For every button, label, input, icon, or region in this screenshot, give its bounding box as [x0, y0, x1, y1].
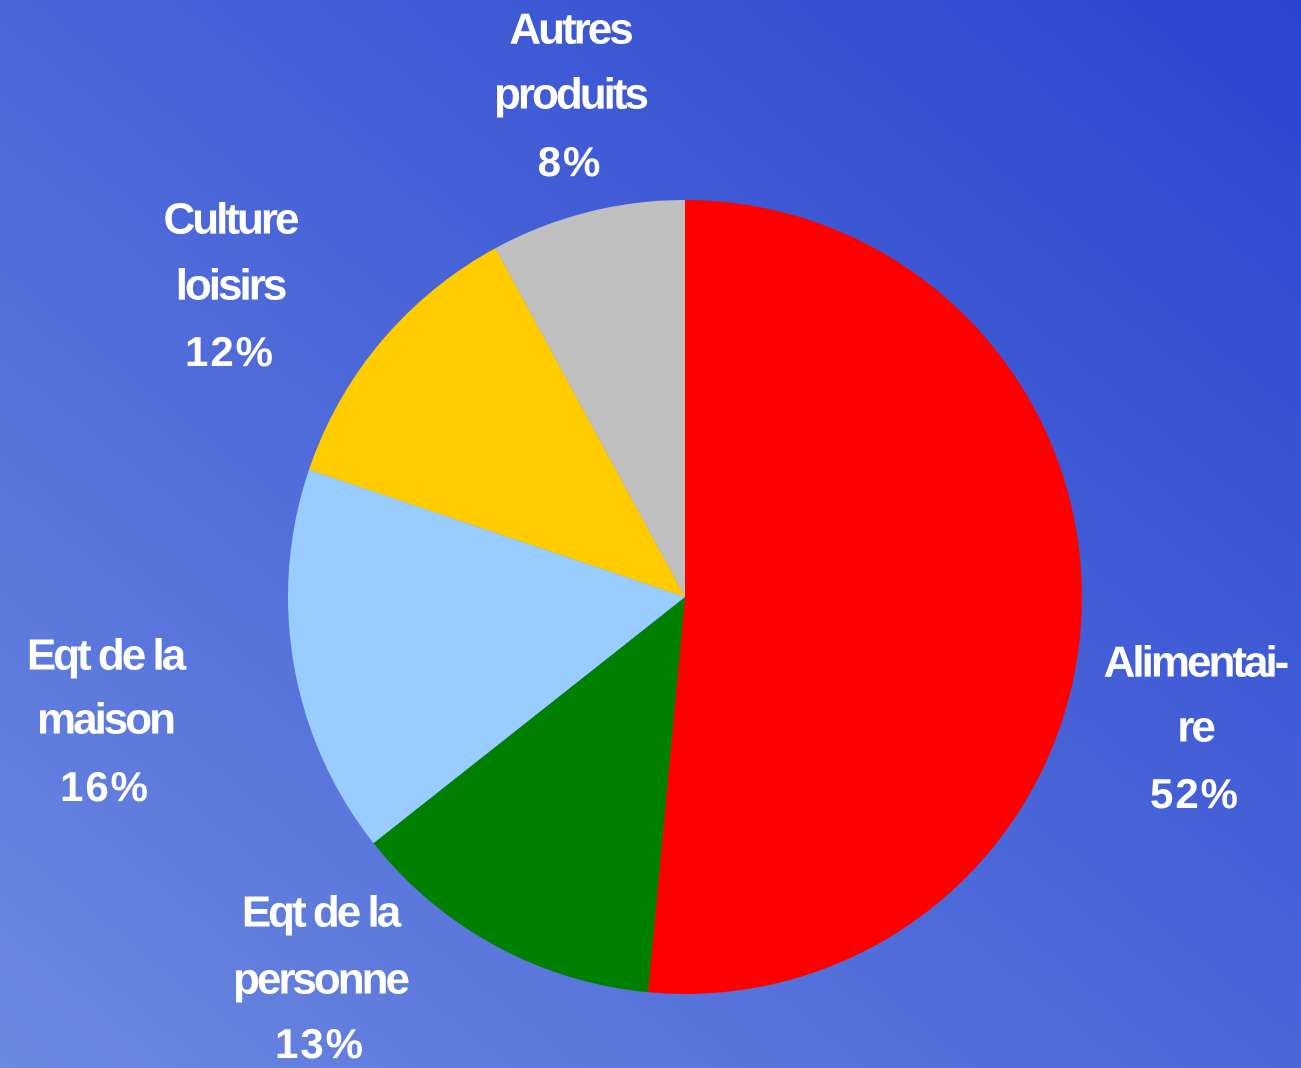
slice-label: produits: [494, 70, 648, 119]
value-label: 16%: [60, 763, 150, 810]
slice-label: Autres: [509, 5, 632, 54]
slice-label: personne: [233, 955, 409, 1004]
slice-label: Alimentai-: [1104, 638, 1288, 687]
value-label: 52%: [1150, 770, 1240, 817]
pie-slice: [287, 469, 685, 844]
pie-slice: [648, 200, 1083, 995]
value-label: 13%: [275, 1020, 365, 1067]
slice-label: re: [1177, 703, 1214, 752]
value-label: 8%: [538, 138, 603, 185]
pie-slice: [373, 597, 685, 993]
pie-slice: [495, 200, 685, 597]
slice-label: loisirs: [176, 261, 286, 310]
slice-label: Culture: [164, 195, 299, 244]
slice-label: maison: [37, 695, 174, 744]
value-label: 12%: [185, 328, 275, 375]
pie-slice: [308, 248, 685, 597]
slice-label: Eqt de la: [242, 888, 402, 937]
slice-label: Eqt de la: [27, 631, 187, 680]
